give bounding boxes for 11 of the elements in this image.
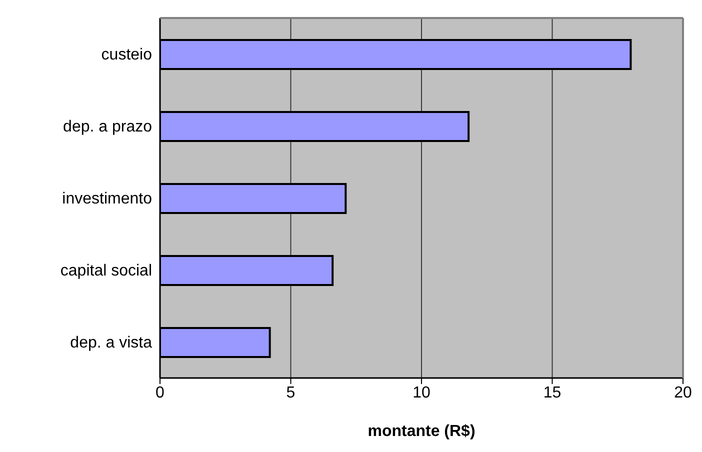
- x-tick-label: 10: [412, 384, 430, 402]
- x-tick-label: 5: [286, 384, 296, 402]
- x-tick-label: 0: [156, 384, 165, 402]
- y-tick-label: investimento: [62, 190, 152, 208]
- y-tick-label: dep. a prazo: [63, 118, 152, 136]
- x-axis-title: montante (R$): [368, 423, 476, 440]
- x-tick-label: 15: [543, 384, 562, 402]
- x-tick-label: 20: [674, 384, 692, 402]
- y-tick-label: custeio: [101, 46, 152, 64]
- y-tick-label: capital social: [60, 262, 152, 280]
- y-tick-label: dep. a vista: [70, 334, 152, 352]
